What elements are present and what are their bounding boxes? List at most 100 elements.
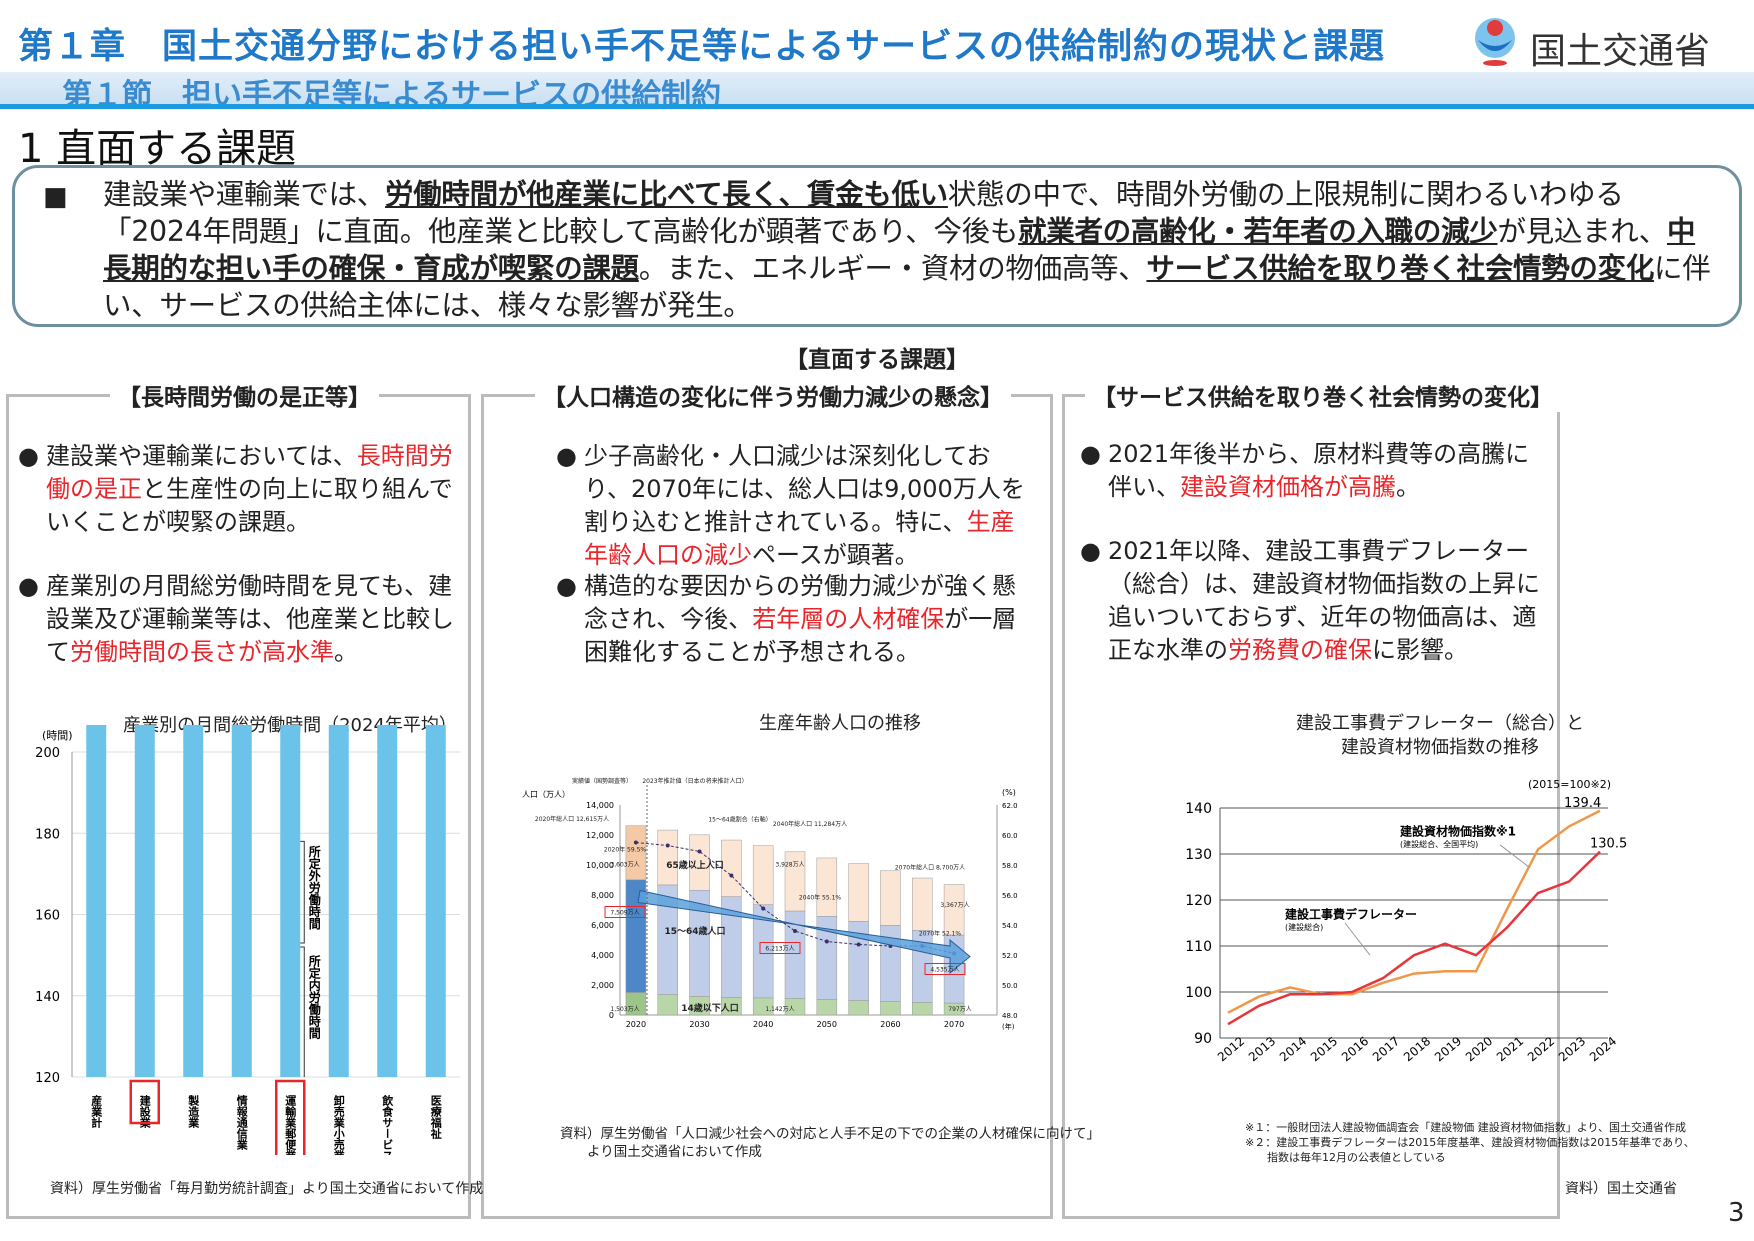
annotation: 2023年推計値（日本の将来推計人口）: [642, 777, 747, 785]
bullet-text: ● 少子高齢化・人口減少は深刻化しており、2070年には、総人口は9,000万人を…: [556, 440, 1034, 572]
annotation: 7,509万人: [610, 910, 639, 917]
y2-axis-label: (%): [1002, 788, 1016, 797]
y-tick-label: 120: [1185, 893, 1212, 909]
y-tick-label: 10,000: [586, 861, 614, 870]
bar-scheduled: [377, 725, 398, 1077]
y2-tick-label: 60.0: [1002, 832, 1018, 840]
page-heading: 1 直面する課題: [18, 126, 297, 172]
y-tick-label: 0: [609, 1011, 614, 1020]
annotation: 2020年 59.5%: [604, 846, 647, 854]
population-chart: 人口（万人） (%) 0 2,000 4,000 6,000 8,000 10,000 12,0…: [522, 777, 1018, 1031]
chart-title: 生産年齢人口の推移: [759, 713, 921, 734]
panel-title: 【長時間労働の是正等】: [110, 378, 379, 412]
bar-scheduled: [280, 725, 301, 1077]
bullet-dot-icon: ●: [556, 442, 577, 470]
x-tick-label: 2020: [626, 1020, 646, 1029]
x-tick-label: 2030: [689, 1020, 709, 1029]
text-segment: 2021年以降、建設工事費デフレーター（総合）は、建設資材物価指数の上昇に追いつ…: [1108, 537, 1540, 664]
series-line: [1227, 809, 1601, 1014]
y-tick-label: 100: [1185, 985, 1212, 1001]
x-tick-label: 運輸業郵便業: [284, 1095, 298, 1155]
bullet-text: ● 建設業や運輸業においては、長時間労働の是正と生産性の向上に取り組んでいくことが…: [18, 440, 466, 539]
annotation: 2070年総人口 8,700万人: [895, 864, 965, 872]
annotation: 実績値（国勢調査等）: [572, 777, 632, 785]
x-tick-label: 情報通信業: [235, 1094, 249, 1151]
ratio-point: [665, 843, 670, 848]
end-label: 139.4: [1564, 796, 1601, 811]
annotation: 15～64歳割合（右軸）: [708, 816, 771, 824]
series-sublabel: (建設総合): [1285, 922, 1323, 932]
bullet-text: ● 2021年以降、建設工事費デフレーター（総合）は、建設資材物価指数の上昇に追い…: [1080, 535, 1548, 667]
ratio-point: [761, 906, 766, 911]
x-tick-label: 2040: [753, 1020, 773, 1029]
emphasis-text: 労働時間が他産業に比べて長く、賃金も低い: [385, 178, 948, 211]
text-segment: 状態の中で、時間外労働の上限規制に関わるいわゆる「2024年問題」に直面。他産業…: [103, 178, 1624, 248]
bar-segment: [721, 839, 742, 897]
panel-population: [481, 394, 1053, 1219]
series-sublabel: (建設総合、全国平均): [1400, 839, 1478, 849]
y2-tick-label: 62.0: [1002, 802, 1018, 810]
bar-segment: [816, 857, 838, 917]
emphasis-text: 就業者の高齢化・若年者の入職の減少: [1018, 215, 1498, 248]
y-tick-label: 130: [1185, 847, 1212, 863]
highlight-text: 建設資材価格が高騰: [1180, 473, 1396, 501]
mlit-logo-icon: [1470, 14, 1520, 68]
y-tick-label: 120: [35, 1071, 60, 1086]
text-segment: が一層困難化することが予想される。: [584, 605, 1017, 666]
annotation: 3,367万人: [940, 902, 969, 909]
highlight-box: [275, 1079, 306, 1155]
emphasis-text: 中長期的な担い手の確保・育成が喫緊の課題: [103, 215, 1696, 285]
bar-segment: [689, 834, 710, 891]
ratio-point: [633, 840, 638, 845]
annotation: 2040年 55.1%: [799, 894, 842, 902]
y-tick-label: 6,000: [591, 921, 614, 930]
highlight-box: [129, 1079, 160, 1125]
y2-tick-label: 52.0: [1002, 952, 1018, 960]
y2-tick-label: 58.0: [1002, 862, 1018, 870]
x-tick-label: 飲食サービス業等: [381, 1094, 395, 1155]
annotation: 1,142万人: [765, 1006, 794, 1013]
annotation: 1,503万人: [610, 1006, 639, 1013]
text-segment: に伴い、サービスの供給主体には、様々な影響が発生。: [103, 252, 1711, 322]
bar-scheduled: [86, 725, 107, 1077]
text-segment: 産業別の月間総労働時間を見ても、建設業及び運輸業等は、他産業と比較して: [46, 572, 454, 666]
panel-long-hours: [6, 394, 471, 1219]
text-segment: が見込まれ、: [1497, 215, 1667, 248]
leader-line: [1344, 922, 1371, 956]
y-axis-label: 人口（万人）: [522, 790, 570, 799]
emphasis-text: サービス供給を取り巻く社会情勢の変化: [1146, 252, 1655, 285]
panel-title: 【人口構造の変化に伴う労働力減少の懸念】: [535, 378, 1011, 412]
bar-segment: [816, 999, 838, 1016]
highlight-box: [604, 906, 646, 918]
annotation: 2040年総人口 11,284万人: [773, 820, 847, 828]
text-segment: 。: [1396, 473, 1420, 501]
source-note: 資料）厚生労働省「毎月勤労統計調査」より国土交通省において作成: [50, 1181, 484, 1197]
y2-tick-label: 50.0: [1002, 982, 1018, 990]
chapter-title: 第１章 国土交通分野における担い手不足等によるサービスの供給制約の現状と課題: [18, 27, 1385, 67]
annotation: 2020年総人口 12,615万人: [535, 815, 609, 823]
bar-segment: [912, 877, 933, 931]
bar-scheduled: [328, 725, 349, 1077]
x-unit: (年): [1002, 1022, 1015, 1031]
text-segment: 少子高齢化・人口減少は深刻化しており、2070年には、総人口は9,000万人を割…: [584, 442, 1025, 536]
series-label: 建設工事費デフレーター: [1284, 906, 1417, 921]
highlight-text: 長時間労働の是正: [46, 442, 453, 503]
text-segment: に影響。: [1372, 636, 1468, 664]
annotation: 65歳以上人口: [666, 859, 724, 871]
y-tick-label: 180: [35, 827, 60, 842]
working-hours-chart: (時間) 120 140 160 180 200 産業計 建設業 製造業 情報通信業 運輸業郵便業 卸…: [35, 725, 460, 1155]
ratio-point: [824, 939, 829, 944]
annotation: 15～64歳人口: [664, 925, 725, 937]
x-tick-label: 卸売業小売業: [332, 1094, 346, 1155]
text-segment: 建設業や運輸業においては、: [46, 442, 357, 470]
bar-scheduled: [134, 725, 155, 1077]
section-band: [0, 72, 1754, 108]
chart-title: 建設工事費デフレーター（総合）と 建設資材物価指数の推移: [1296, 713, 1584, 758]
highlight-text: 労務費の確保: [1228, 636, 1372, 664]
annotation: 3,603万人: [610, 862, 639, 869]
bullet-text: ● 産業別の月間総労働時間を見ても、建設業及び運輸業等は、他産業と比較して労働時間…: [18, 570, 466, 669]
ratio-point: [856, 942, 861, 947]
bar-segment: [752, 845, 774, 905]
bar-scheduled: [425, 725, 446, 1077]
y-tick-label: 160: [35, 909, 60, 924]
